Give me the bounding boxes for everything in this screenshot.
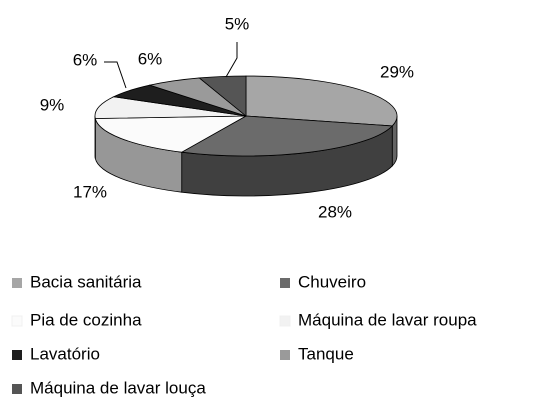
pie-slice — [94, 96, 247, 119]
data-label: 17% — [73, 182, 107, 201]
data-labels: 29% 28% 17% 9% 6% 6% 5% — [40, 14, 414, 221]
pie-slice — [94, 115, 247, 153]
legend-swatch — [11, 315, 23, 327]
pie-slice — [198, 75, 247, 117]
data-label: 6% — [73, 50, 98, 69]
pie-slice — [180, 115, 394, 157]
legend-label: Lavatório — [30, 344, 100, 363]
data-label: 6% — [138, 49, 163, 68]
legend-label: Bacia sanitária — [30, 272, 142, 291]
data-label: 28% — [318, 202, 352, 221]
pie-slice — [245, 75, 398, 127]
leader-line — [225, 42, 238, 78]
legend-label: Máquina de lavar roupa — [298, 310, 477, 329]
legend-label: Chuveiro — [298, 272, 366, 291]
legend-label: Tanque — [298, 344, 354, 363]
data-label: 9% — [40, 95, 65, 114]
legend: Bacia sanitária Chuveiro Pia de cozinha Máq… — [11, 272, 477, 397]
leader-line — [104, 61, 127, 89]
legend-swatch — [280, 278, 290, 288]
legend-label: Máquina de lavar louça — [30, 378, 206, 397]
legend-swatch — [280, 350, 290, 360]
data-label: 29% — [380, 62, 414, 81]
legend-swatch — [279, 315, 291, 327]
legend-swatch — [12, 278, 22, 288]
legend-swatch — [12, 350, 22, 360]
pie-tops — [94, 75, 398, 157]
legend-swatch — [12, 384, 22, 394]
legend-label: Pia de cozinha — [30, 310, 142, 329]
data-label: 5% — [225, 14, 250, 33]
